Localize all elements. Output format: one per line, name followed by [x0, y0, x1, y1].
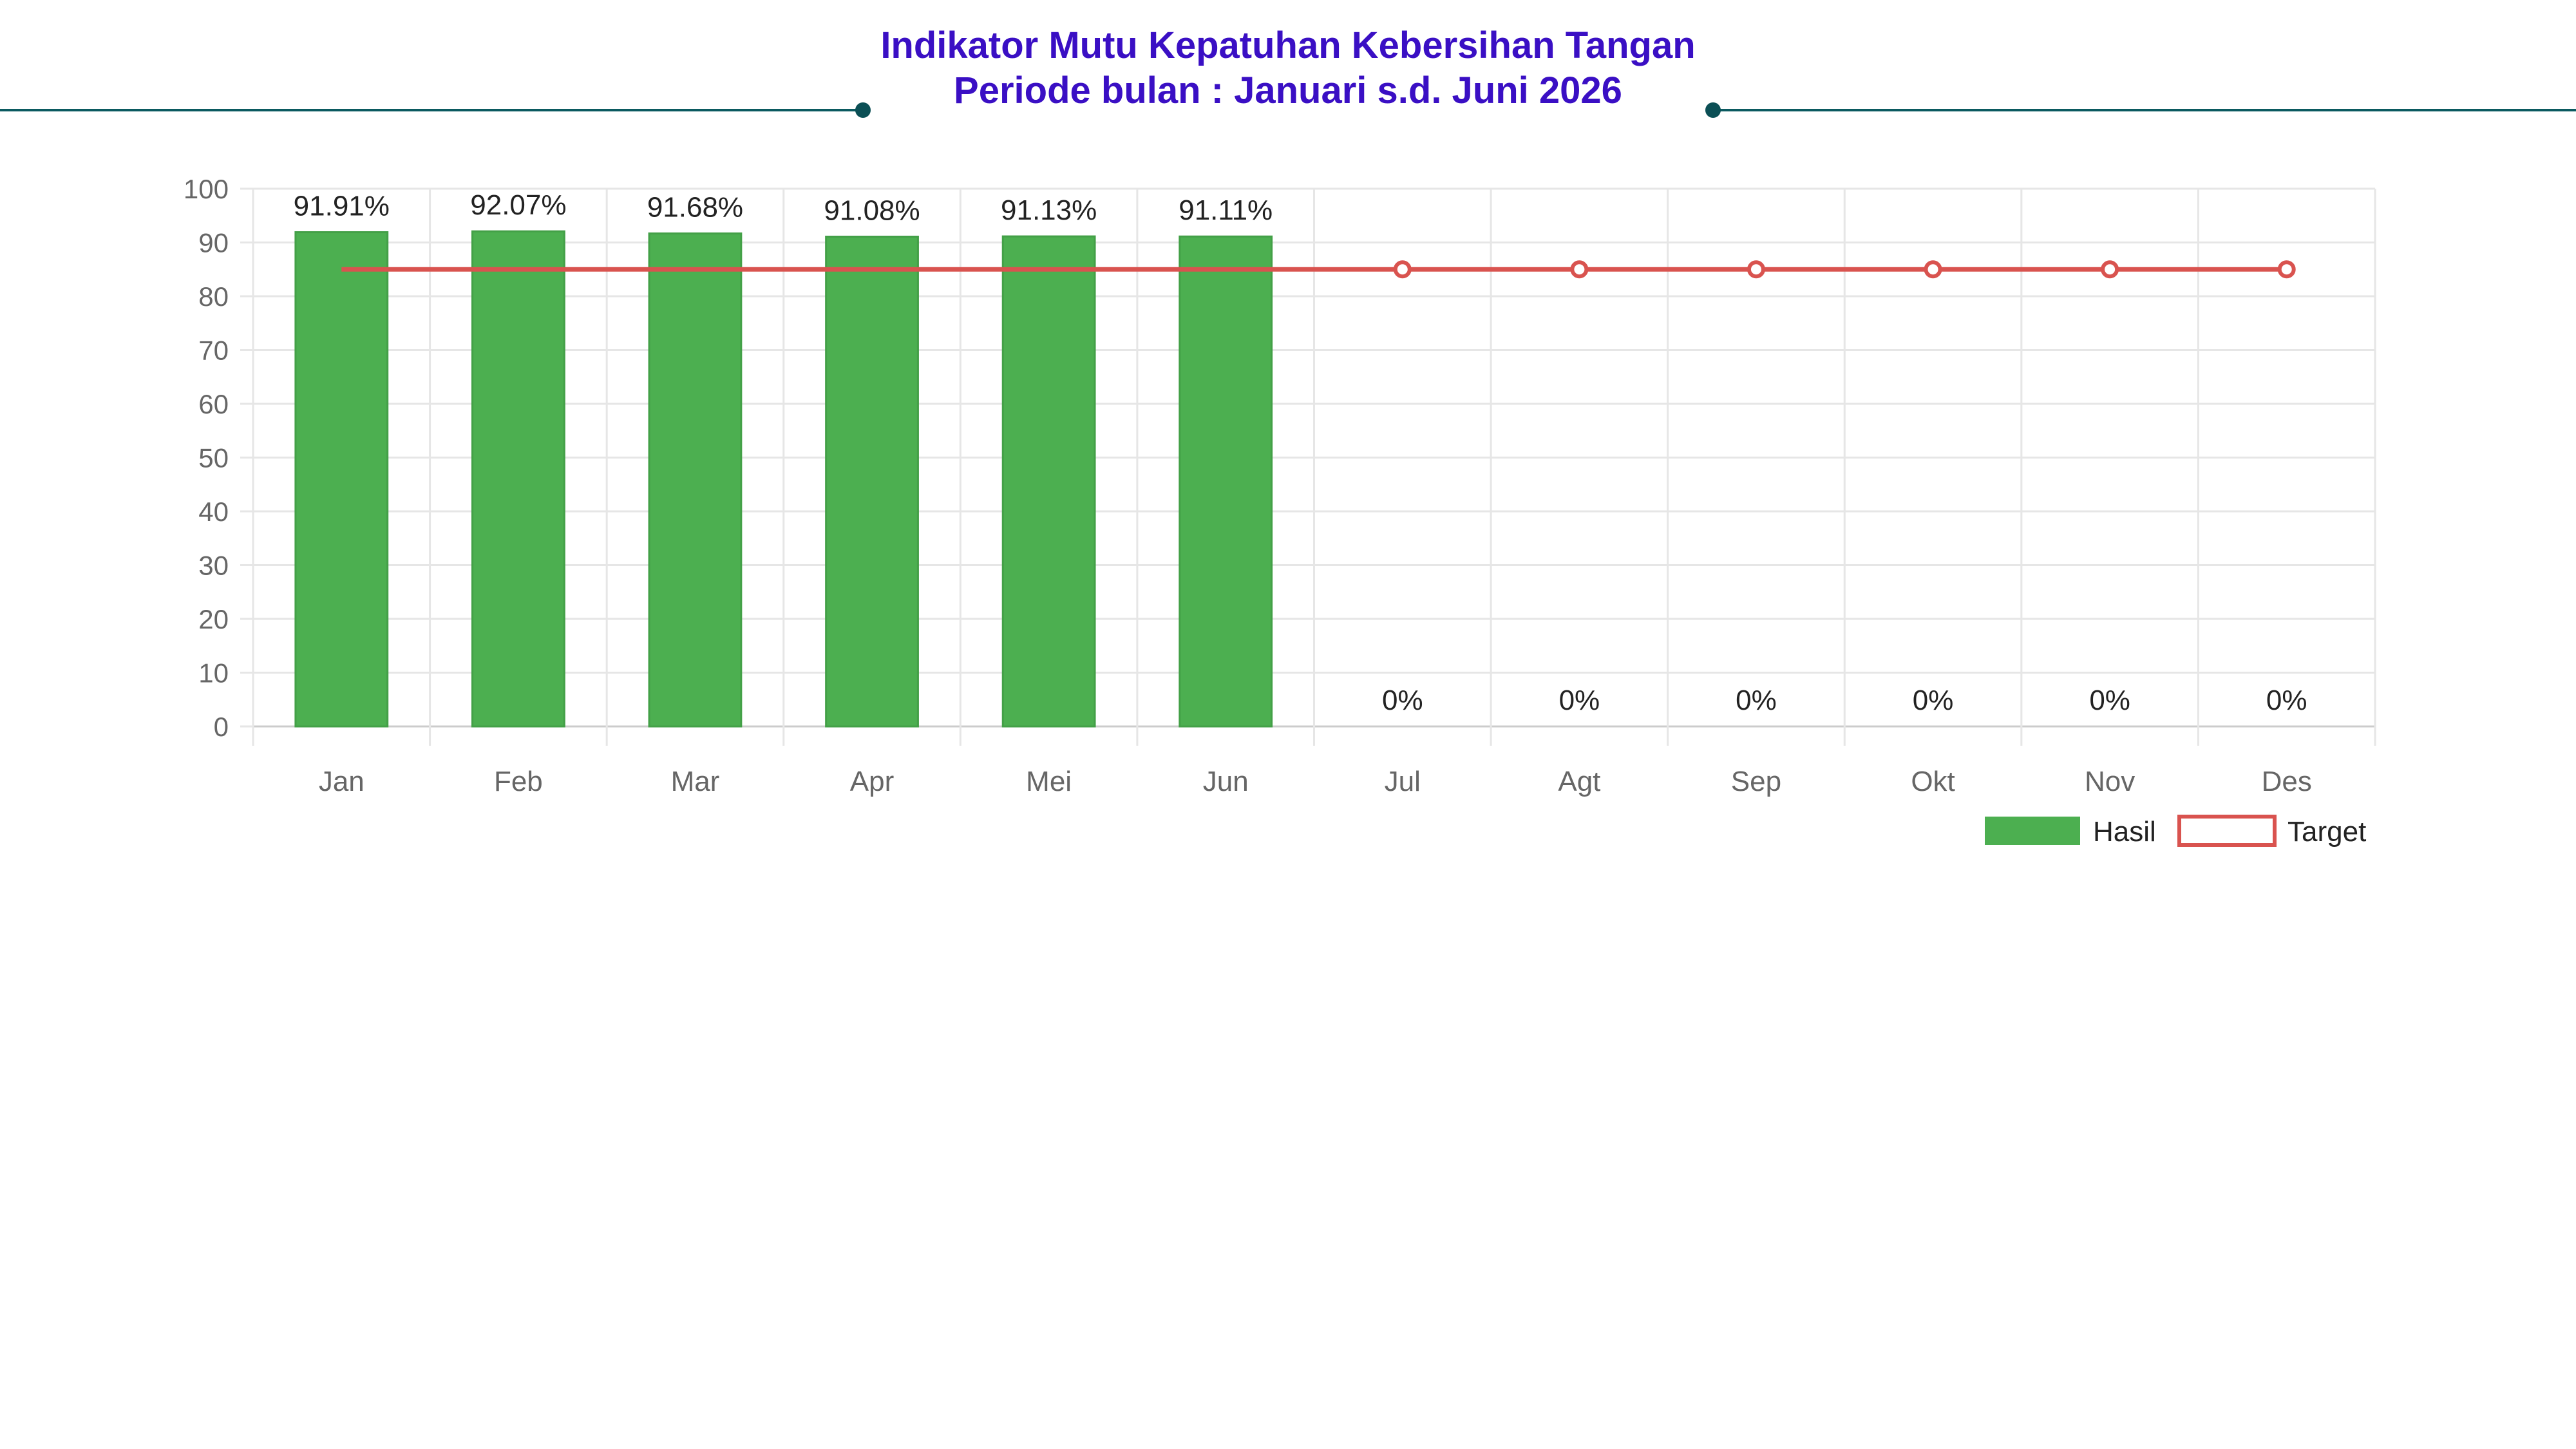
data-label: 0%: [2089, 685, 2130, 716]
legend-swatch-target: [2177, 815, 2277, 847]
header-rule-right-dot: [1705, 102, 1721, 118]
header-rule-left: [0, 109, 863, 111]
data-label: 0%: [1382, 685, 1423, 716]
x-tick-label: Des: [2262, 766, 2312, 797]
y-tick-label: 20: [198, 604, 229, 634]
target-point: [1393, 260, 1412, 279]
target-point: [1747, 260, 1765, 279]
legend-label-target: Target: [2287, 816, 2366, 848]
y-tick-label: 10: [198, 658, 229, 688]
data-label: 91.08%: [824, 194, 920, 226]
x-tick-label: Apr: [850, 766, 894, 797]
bar-hasil: [825, 235, 919, 728]
y-tick-label: 80: [198, 281, 229, 312]
bar-hasil: [471, 230, 565, 728]
bar-hasil: [1179, 235, 1273, 728]
bar-hasil: [294, 231, 389, 728]
y-tick-label: 100: [184, 174, 229, 204]
x-tick-label: Feb: [494, 766, 543, 797]
data-label: 92.07%: [470, 189, 566, 221]
x-tick-label: Mei: [1026, 766, 1072, 797]
target-point: [2101, 260, 2119, 279]
data-label: 0%: [2266, 685, 2307, 716]
x-tick-label: Jun: [1203, 766, 1249, 797]
data-label: 0%: [1736, 685, 1777, 716]
x-tick-label: Sep: [1731, 766, 1781, 797]
bar-hasil: [1001, 235, 1096, 728]
data-label: 91.68%: [647, 191, 743, 223]
legend-label-hasil: Hasil: [2093, 816, 2156, 848]
data-label: 91.11%: [1179, 194, 1273, 226]
y-tick-label: 50: [198, 443, 229, 473]
x-tick-label: Jan: [319, 766, 365, 797]
target-point: [1570, 260, 1589, 279]
legend-swatch-hasil: [1985, 817, 2080, 845]
data-label: 91.91%: [294, 191, 390, 222]
y-tick-label: 30: [198, 551, 229, 581]
chart-title-line2: Periode bulan : Januari s.d. Juni 2026: [954, 70, 1622, 111]
target-point: [2277, 260, 2296, 279]
x-tick-label: Mar: [671, 766, 720, 797]
x-tick-label: Okt: [1911, 766, 1955, 797]
chart-title-line1: Indikator Mutu Kepatuhan Kebersihan Tang…: [880, 24, 1696, 66]
y-tick-label: 40: [198, 497, 229, 527]
chart-header: Indikator Mutu Kepatuhan Kebersihan Tang…: [0, 0, 2576, 135]
chart-title: Indikator Mutu Kepatuhan Kebersihan Tang…: [644, 23, 1932, 113]
header-rule-left-dot: [855, 102, 871, 118]
x-tick-label: Agt: [1558, 766, 1600, 797]
x-tick-label: Jul: [1385, 766, 1421, 797]
target-point: [1924, 260, 1942, 279]
data-label: 0%: [1913, 685, 1954, 716]
bar-hasil: [648, 232, 743, 728]
header-rule-right: [1713, 109, 2576, 111]
data-label: 0%: [1559, 685, 1600, 716]
y-tick-label: 60: [198, 389, 229, 419]
y-tick-label: 70: [198, 336, 229, 366]
y-tick-label: 0: [214, 712, 229, 742]
data-label: 91.13%: [1001, 194, 1097, 226]
x-tick-label: Nov: [2085, 766, 2135, 797]
y-tick-label: 90: [198, 228, 229, 258]
